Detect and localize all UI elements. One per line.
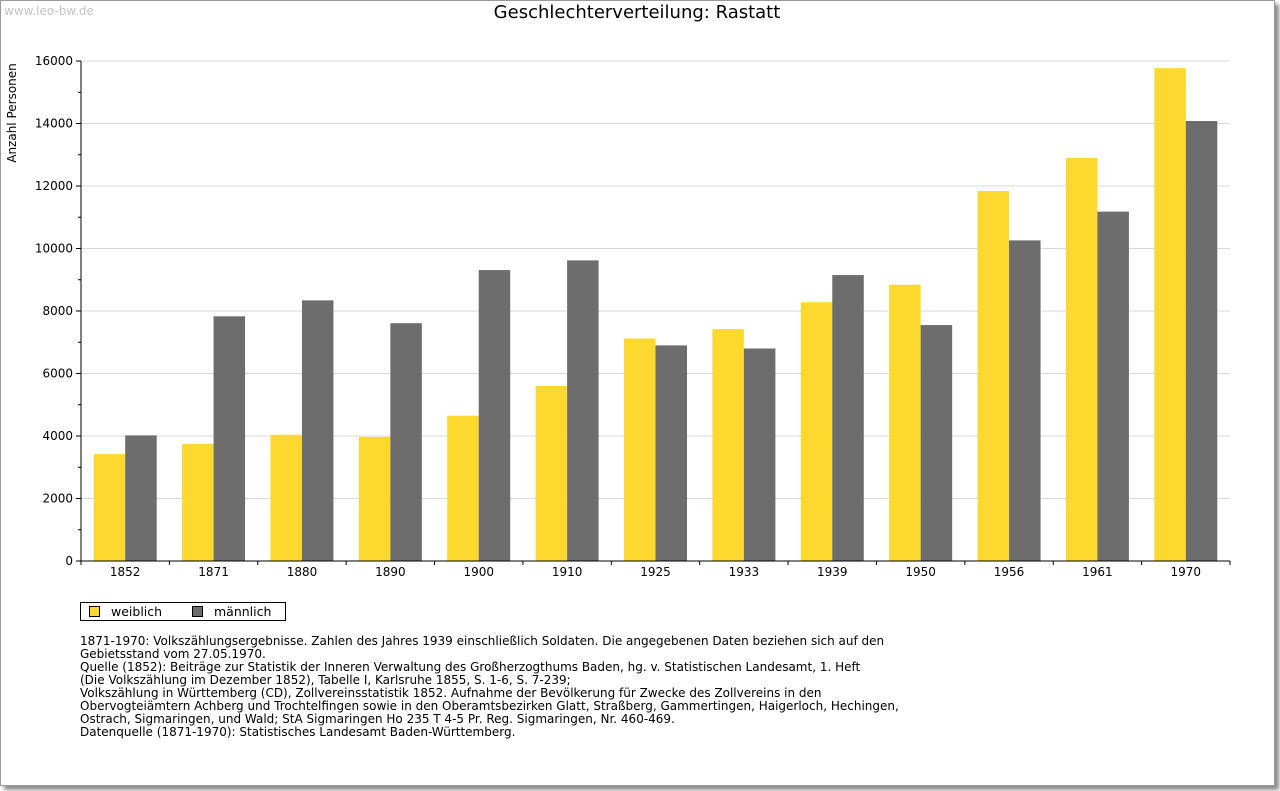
chart-title: Geschlechterverteilung: Rastatt <box>493 2 781 23</box>
y-tick-label: 8000 <box>42 304 73 318</box>
note-line: Obervogteiämtern Achberg und Trochtelfin… <box>80 699 899 713</box>
bar-weiblich-1925 <box>624 338 656 561</box>
x-tick-label: 1933 <box>729 565 760 579</box>
bars <box>93 68 1218 561</box>
bar-maennlich-1939 <box>832 275 864 561</box>
bar-maennlich-1900 <box>478 270 511 561</box>
x-tick-label: 1950 <box>905 565 936 579</box>
legend-swatch-maennlich <box>192 606 203 617</box>
x-tick-label: 1970 <box>1171 565 1202 579</box>
bar-weiblich-1961 <box>1065 157 1098 561</box>
bar-weiblich-1910 <box>535 386 568 561</box>
note-line: (Die Volkszählung im Dezember 1852), Tab… <box>80 673 571 687</box>
legend-label-maennlich: männlich <box>214 604 272 619</box>
x-tick-label: 1880 <box>287 565 318 579</box>
y-tick-label: 10000 <box>35 242 73 256</box>
legend-label-weiblich: weiblich <box>111 604 163 619</box>
y-axis-label: Anzahl Personen <box>5 63 19 163</box>
bar-maennlich-1933 <box>743 348 776 561</box>
y-tick-label: 2000 <box>42 492 73 506</box>
bar-maennlich-1956 <box>1009 240 1041 561</box>
x-tick-label: 1961 <box>1082 565 1113 579</box>
note-line: Datenquelle (1871-1970): Statistisches L… <box>80 725 516 739</box>
x-tick-label: 1939 <box>817 565 848 579</box>
legend: weiblich männlich <box>80 602 286 621</box>
bar-weiblich-1852 <box>93 454 126 561</box>
source-notes: 1871-1970: Volkszählungsergebnisse. Zahl… <box>80 635 899 739</box>
y-tick-label: 0 <box>65 554 73 568</box>
note-line: Ostrach, Sigmaringen, und Wald; StA Sigm… <box>80 712 675 726</box>
bar-weiblich-1900 <box>447 415 479 561</box>
note-line: Volkszählung in Württemberg (CD), Zollve… <box>80 686 822 700</box>
bar-weiblich-1970 <box>1154 68 1186 561</box>
y-tick-label: 14000 <box>35 117 73 131</box>
watermark: www.leo-bw.de <box>4 4 94 18</box>
bar-weiblich-1933 <box>712 329 744 561</box>
x-tick-label: 1871 <box>198 565 229 579</box>
bar-chart: 0 2000 4000 6000 8000 10000 12000 14000 16000 185… <box>5 54 1231 579</box>
bar-maennlich-1880 <box>301 300 334 561</box>
bar-maennlich-1950 <box>920 325 953 561</box>
bar-maennlich-1852 <box>125 435 157 561</box>
bar-weiblich-1880 <box>270 434 302 561</box>
bar-weiblich-1939 <box>800 302 833 561</box>
x-tick-label: 1852 <box>110 565 141 579</box>
x-tick-label: 1890 <box>375 565 406 579</box>
y-tick-label: 4000 <box>42 429 73 443</box>
y-tick-label: 6000 <box>42 367 73 381</box>
axes: 0 2000 4000 6000 8000 10000 12000 14000 16000 185… <box>35 54 1231 579</box>
bar-weiblich-1950 <box>889 284 921 561</box>
legend-swatch-weiblich <box>89 606 100 617</box>
bar-weiblich-1890 <box>358 436 391 561</box>
bar-maennlich-1970 <box>1185 121 1218 561</box>
note-line: Gebietsstand vom 27.05.1970. <box>80 647 266 661</box>
bar-weiblich-1956 <box>977 191 1010 561</box>
bar-weiblich-1871 <box>182 443 214 561</box>
y-tick-label: 16000 <box>35 54 73 68</box>
note-line: 1871-1970: Volkszählungsergebnisse. Zahl… <box>80 634 885 648</box>
y-tick-label: 12000 <box>35 179 73 193</box>
bar-maennlich-1871 <box>213 316 246 561</box>
x-tick-label: 1925 <box>640 565 671 579</box>
x-tick-label: 1956 <box>994 565 1025 579</box>
bar-maennlich-1925 <box>655 345 687 561</box>
bar-maennlich-1910 <box>567 260 599 561</box>
x-tick-label: 1900 <box>463 565 494 579</box>
note-line: Quelle (1852): Beiträge zur Statistik de… <box>80 660 861 674</box>
bar-maennlich-1961 <box>1097 211 1129 561</box>
bar-maennlich-1890 <box>390 323 422 561</box>
x-tick-label: 1910 <box>552 565 583 579</box>
